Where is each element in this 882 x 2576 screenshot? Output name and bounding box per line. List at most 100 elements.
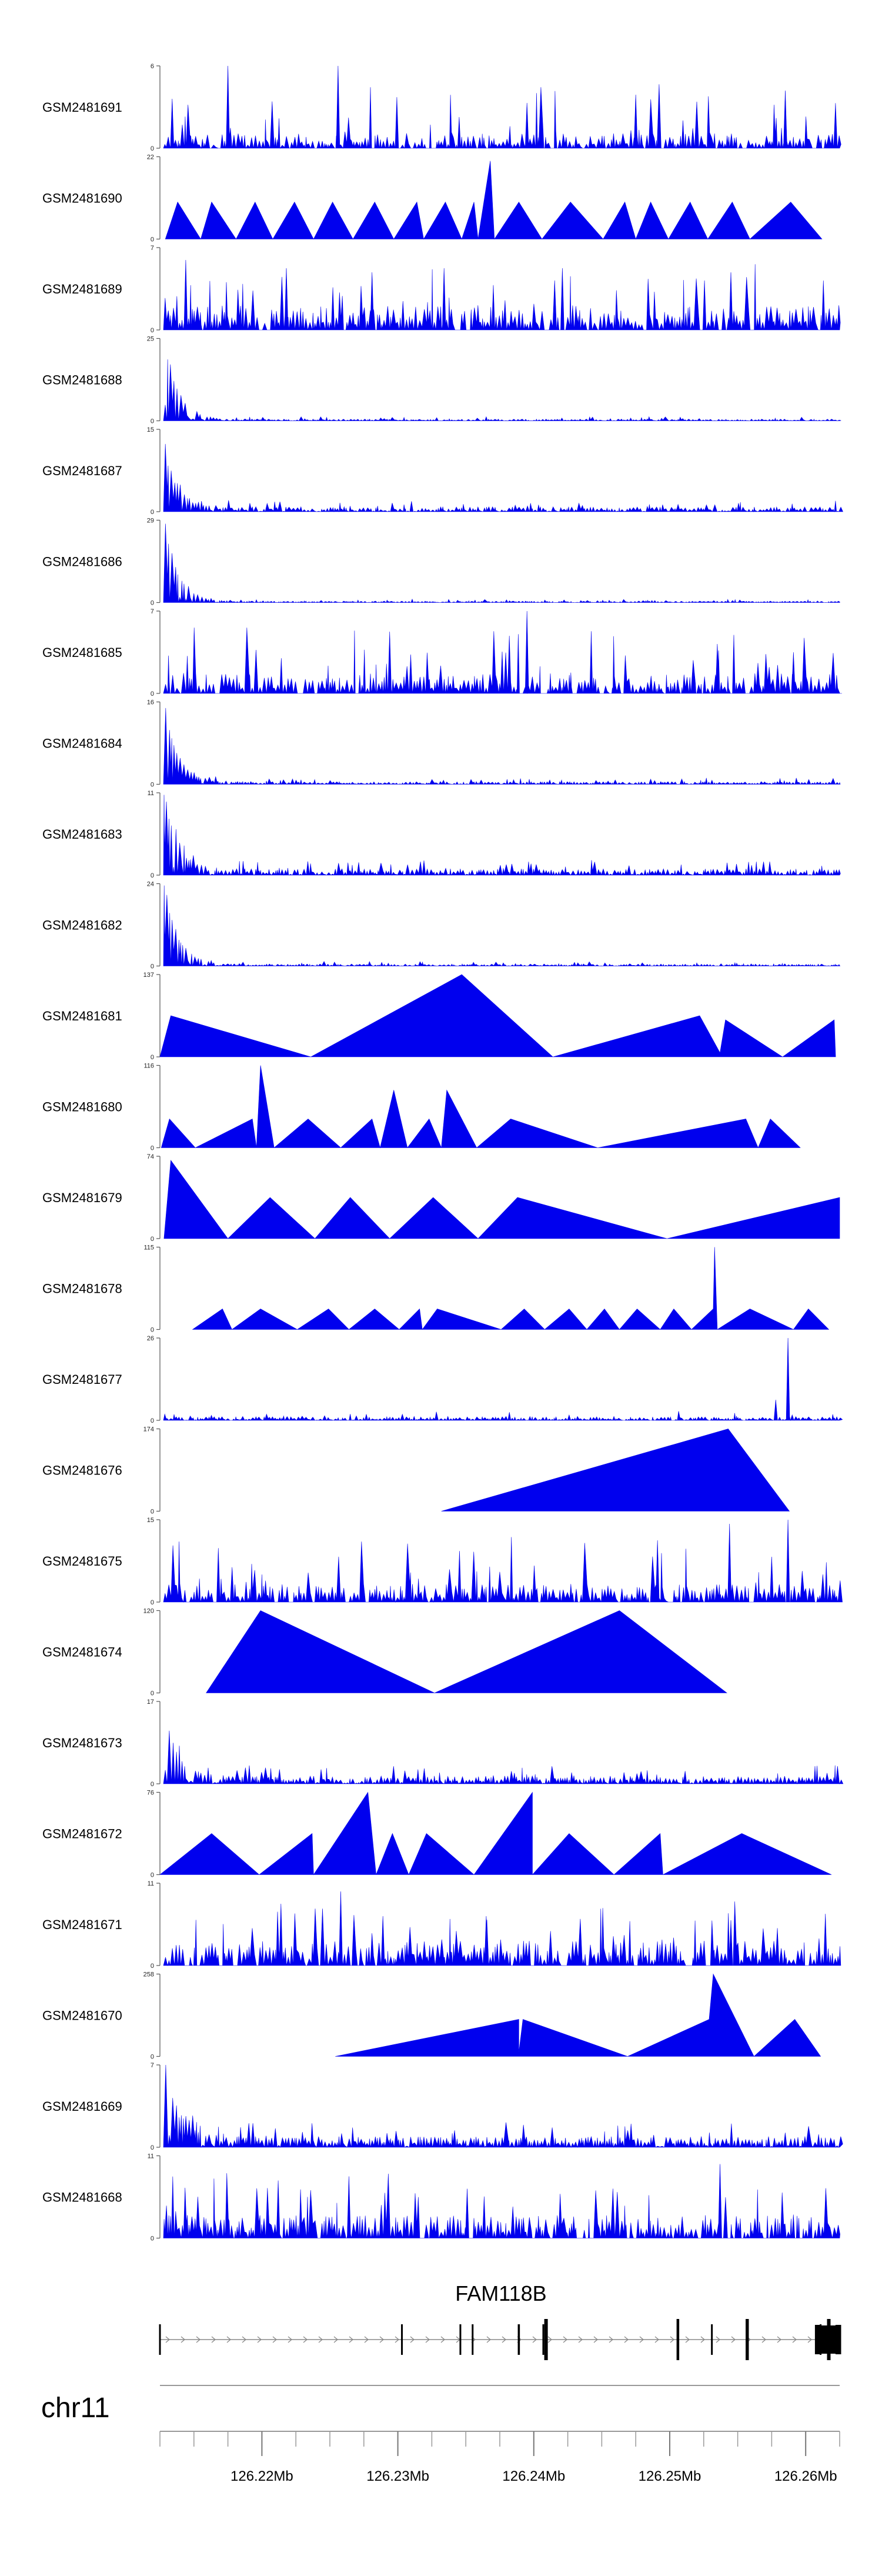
strand-arrow bbox=[333, 2336, 339, 2343]
track-label: GSM2481672 bbox=[42, 1827, 122, 1841]
y-max-label: 6 bbox=[151, 63, 154, 70]
coverage-area bbox=[163, 1519, 843, 1603]
y-max-label: 74 bbox=[147, 1153, 154, 1160]
y-max-label: 7 bbox=[151, 245, 154, 252]
strand-arrow bbox=[624, 2336, 629, 2343]
coverage-spike bbox=[347, 2176, 351, 2238]
strand-arrow bbox=[318, 2336, 323, 2343]
coverage-area bbox=[163, 1160, 840, 1239]
track-label: GSM2481688 bbox=[42, 373, 122, 388]
track: GSM2481668 11 0 bbox=[42, 2153, 840, 2243]
y-max-label: 22 bbox=[147, 154, 154, 161]
y-max-label: 115 bbox=[143, 1244, 154, 1252]
coverage-area bbox=[163, 65, 841, 149]
strand-arrow bbox=[303, 2336, 308, 2343]
strand-arrow bbox=[670, 2336, 675, 2343]
strand-arrow bbox=[807, 2336, 813, 2343]
coverage-area bbox=[163, 523, 840, 603]
axis-tick-label: 126.25Mb bbox=[639, 2468, 701, 2484]
axis-tick-label: 126.23Mb bbox=[366, 2468, 429, 2484]
track: GSM2481686 29 0 bbox=[42, 518, 840, 607]
coverage-spike bbox=[276, 2180, 280, 2238]
strand-arrow bbox=[211, 2336, 216, 2343]
exon-block bbox=[544, 2319, 548, 2360]
coverage-area bbox=[163, 1891, 841, 1967]
track: GSM2481669 7 0 bbox=[42, 2062, 843, 2151]
gene-model-track: FAM118B bbox=[159, 2281, 841, 2360]
track-label: GSM2481684 bbox=[42, 736, 122, 751]
y-zero-label: 0 bbox=[151, 509, 154, 516]
strand-arrow bbox=[609, 2336, 614, 2343]
track: GSM2481673 17 0 bbox=[42, 1699, 844, 1788]
y-zero-label: 0 bbox=[151, 1509, 154, 1516]
strand-arrow bbox=[700, 2336, 706, 2343]
coverage-area bbox=[163, 610, 842, 695]
chromosome-axis: chr11 126.22Mb 126.23Mb 126.24Mb 126.25Mb 12… bbox=[41, 2385, 840, 2484]
strand-arrow bbox=[532, 2336, 537, 2343]
coverage-area bbox=[159, 974, 836, 1057]
track-label: GSM2481682 bbox=[42, 918, 122, 933]
chromosome-label: chr11 bbox=[41, 2393, 110, 2424]
strand-arrow bbox=[716, 2336, 721, 2343]
strand-arrow bbox=[395, 2336, 400, 2343]
coverage-spike bbox=[634, 95, 638, 148]
strand-arrow bbox=[639, 2336, 644, 2343]
track-label: GSM2481671 bbox=[42, 1917, 122, 1932]
coverage-spike bbox=[285, 268, 289, 330]
track-label: GSM2481687 bbox=[42, 463, 122, 478]
strand-arrow bbox=[486, 2336, 492, 2343]
y-max-label: 7 bbox=[151, 2062, 154, 2069]
coverage-spike bbox=[336, 66, 340, 148]
track-label: GSM2481669 bbox=[42, 2099, 122, 2114]
track: GSM2481672 76 0 bbox=[42, 1790, 832, 1879]
strand-arrow bbox=[593, 2336, 599, 2343]
exon-block bbox=[401, 2324, 403, 2355]
y-zero-label: 0 bbox=[151, 690, 154, 698]
y-zero-label: 0 bbox=[151, 2144, 154, 2151]
track-label: GSM2481685 bbox=[42, 645, 122, 660]
coverage-spike bbox=[279, 1904, 283, 1966]
strand-arrow bbox=[502, 2336, 507, 2343]
track: GSM2481676 174 0 bbox=[42, 1426, 790, 1516]
track: GSM2481677 26 0 bbox=[42, 1335, 843, 1424]
coverage-spike bbox=[786, 1520, 790, 1602]
y-zero-label: 0 bbox=[151, 1054, 154, 1061]
coverage-spike bbox=[791, 652, 796, 693]
track: GSM2481681 137 0 bbox=[42, 972, 836, 1061]
coverage-spike bbox=[370, 272, 374, 330]
coverage-spike bbox=[729, 1920, 733, 1966]
exon-block bbox=[542, 2324, 544, 2355]
coverage-spike bbox=[727, 1524, 731, 1602]
track: GSM2481674 120 0 bbox=[42, 1608, 727, 1697]
coverage-area bbox=[163, 359, 841, 422]
strand-arrow bbox=[364, 2336, 369, 2343]
y-zero-label: 0 bbox=[151, 1599, 154, 1606]
track-label: GSM2481668 bbox=[42, 2190, 122, 2205]
y-zero-label: 0 bbox=[151, 1236, 154, 1243]
y-zero-label: 0 bbox=[151, 2235, 154, 2243]
strand-arrow bbox=[165, 2336, 171, 2343]
y-zero-label: 0 bbox=[151, 1872, 154, 1879]
y-zero-label: 0 bbox=[151, 1145, 154, 1152]
track-label: GSM2481683 bbox=[42, 827, 122, 842]
coverage-spike bbox=[718, 2164, 722, 2238]
coverage-spike bbox=[465, 2188, 469, 2238]
y-zero-label: 0 bbox=[151, 963, 154, 970]
y-zero-label: 0 bbox=[151, 236, 154, 243]
track-label: GSM2481690 bbox=[42, 191, 122, 206]
y-zero-label: 0 bbox=[151, 327, 154, 334]
exon-block bbox=[746, 2319, 749, 2360]
y-zero-label: 0 bbox=[151, 418, 154, 425]
coverage-spike bbox=[783, 91, 787, 148]
exon-block bbox=[835, 2325, 841, 2354]
coverage-spike bbox=[525, 103, 529, 148]
coverage-area bbox=[163, 2164, 840, 2239]
track: GSM2481691 6 0 bbox=[42, 63, 841, 152]
track-label: GSM2481673 bbox=[42, 1736, 122, 1750]
coverage-area bbox=[163, 795, 841, 876]
track-label: GSM2481691 bbox=[42, 100, 122, 115]
y-zero-label: 0 bbox=[151, 1781, 154, 1788]
coverage-spike bbox=[484, 1916, 488, 1966]
y-zero-label: 0 bbox=[151, 1963, 154, 1970]
coverage-spike bbox=[729, 272, 733, 330]
